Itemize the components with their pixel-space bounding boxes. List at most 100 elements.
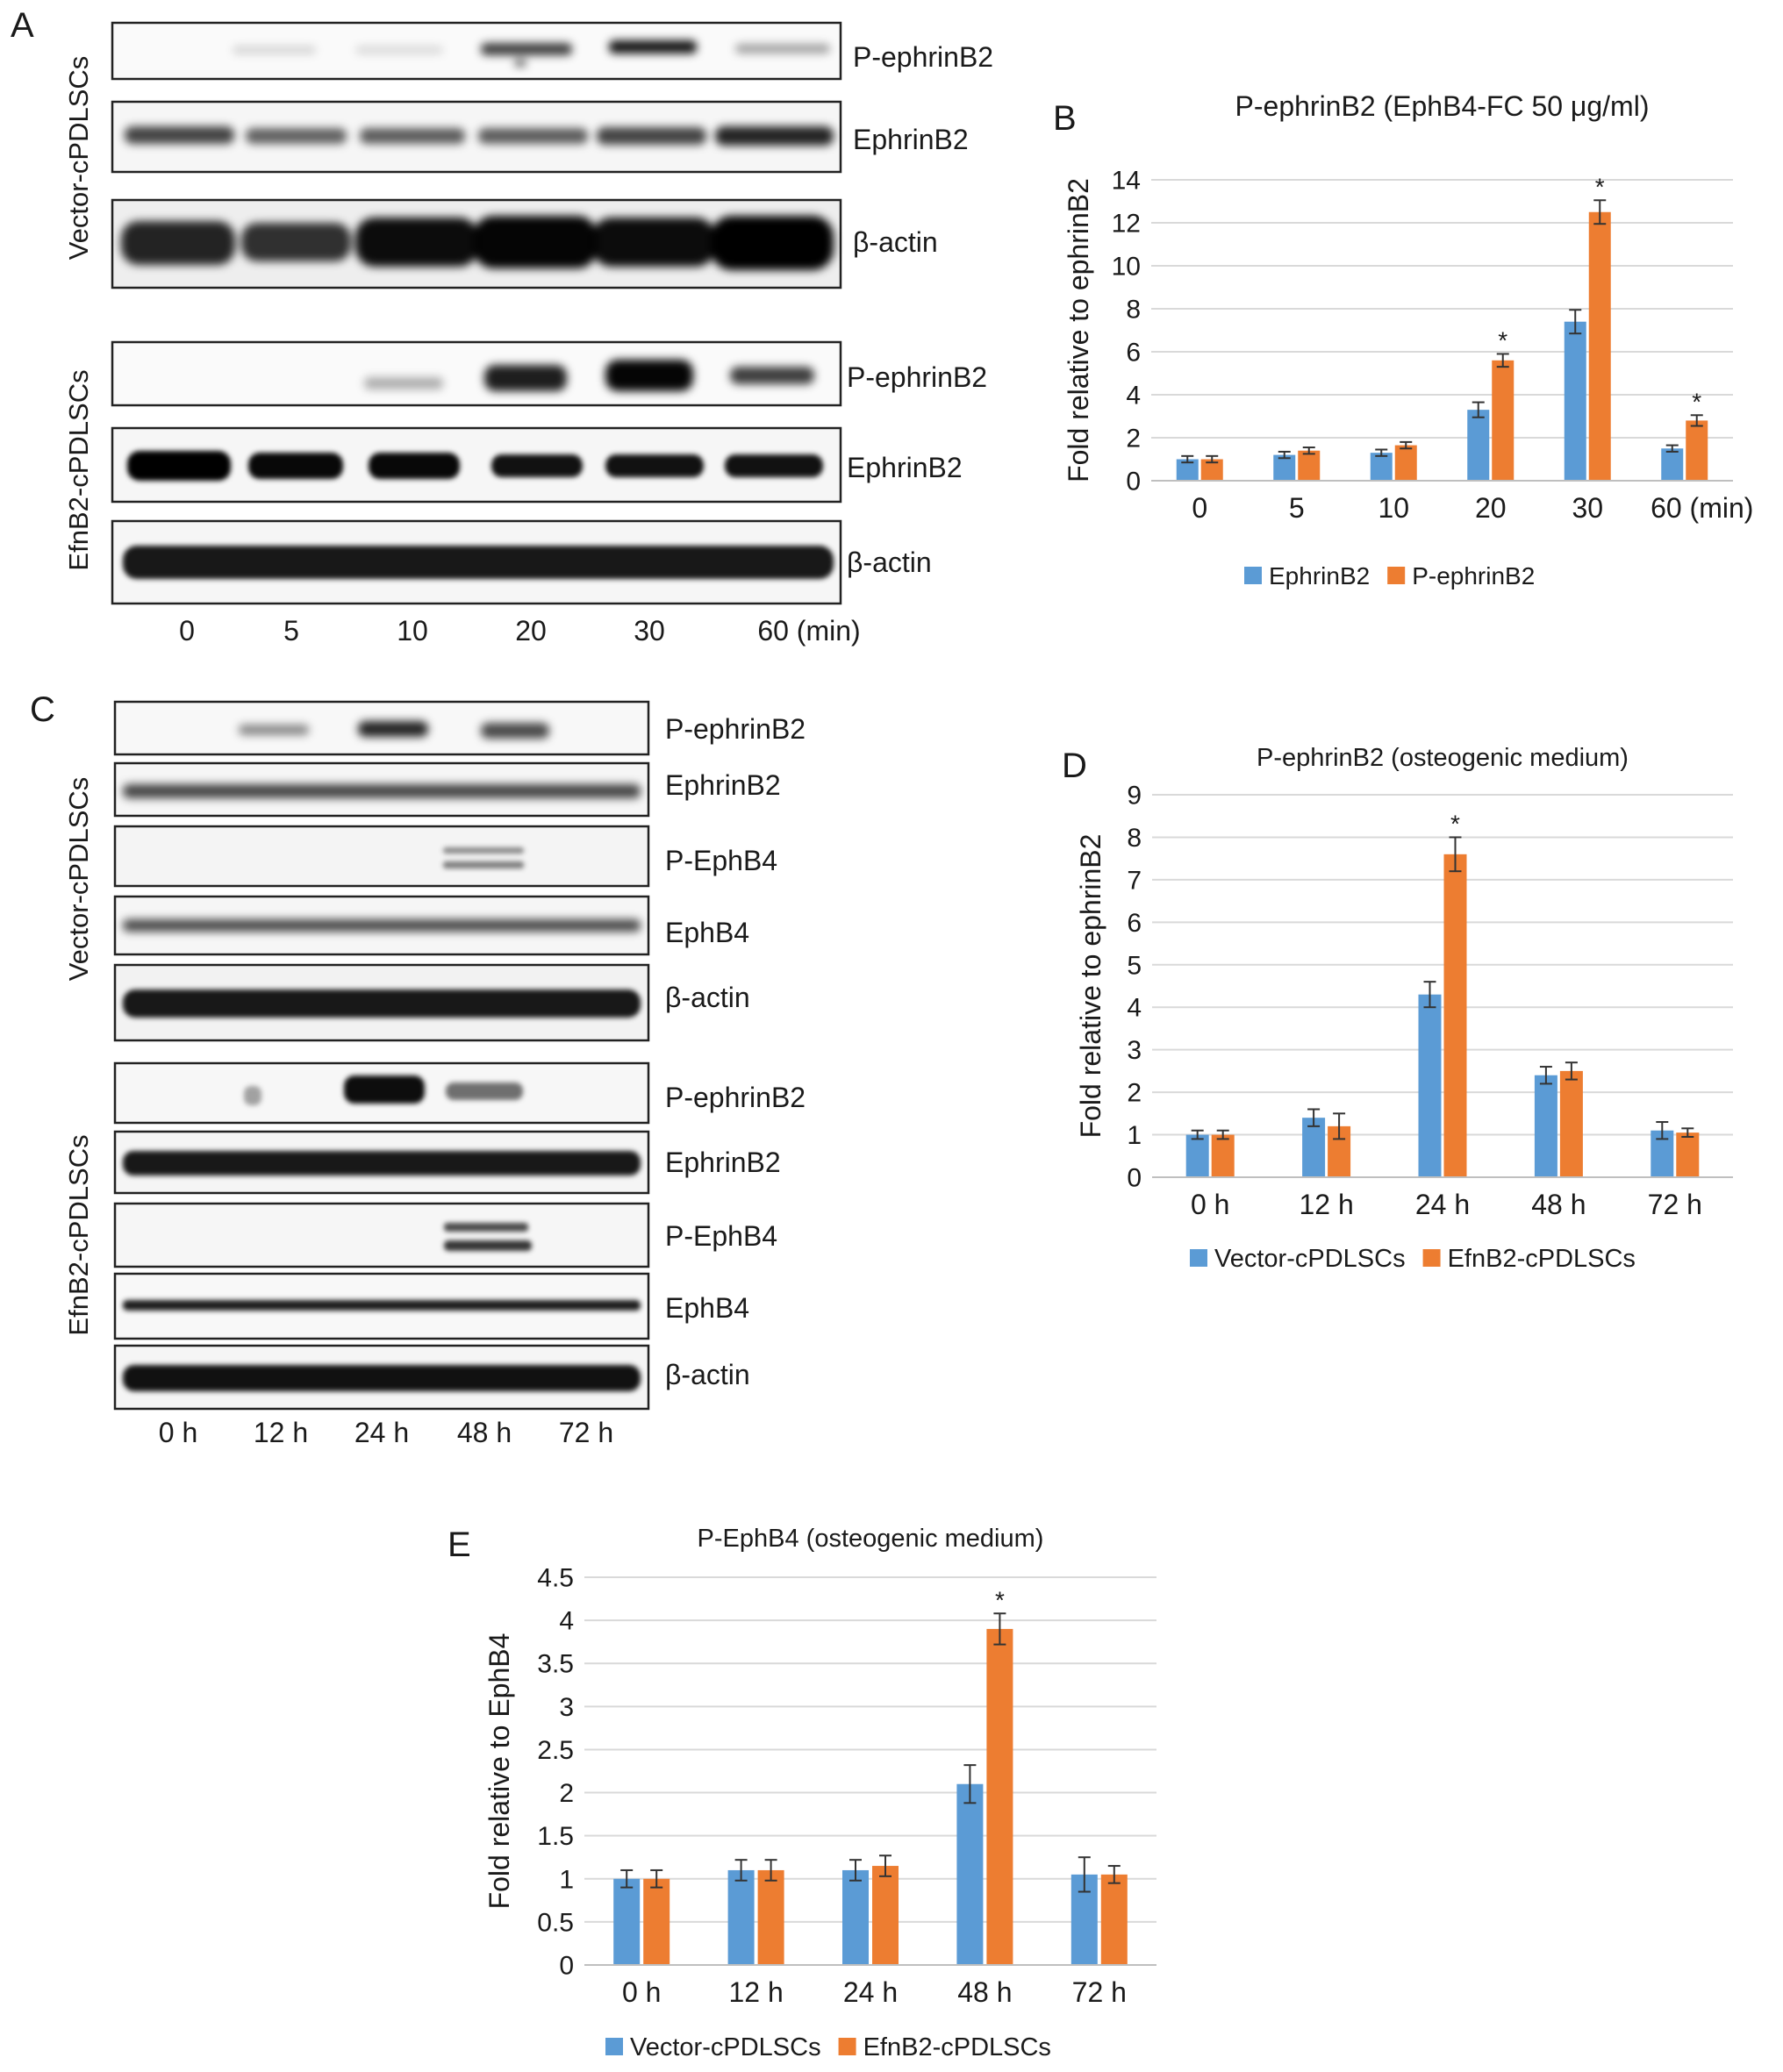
y-tick-label: 4	[1126, 382, 1141, 411]
lane-label: 24 h	[354, 1417, 409, 1448]
lane-label: 20	[515, 615, 547, 647]
y-tick-label: 6	[1127, 909, 1142, 938]
blot-bands	[123, 1365, 641, 1391]
bar	[1418, 994, 1442, 1177]
bar	[1100, 1874, 1128, 1965]
blot-c-row-beta-actin: β-actin	[113, 1344, 750, 1411]
bar	[1559, 1070, 1583, 1177]
bar	[1564, 321, 1586, 481]
bar	[613, 1878, 641, 1965]
significance-star: *	[1450, 810, 1460, 837]
blot-panel-c: Vector-cPDLSCs P-ephrinB2 EphrinB2	[63, 700, 806, 1448]
category-label: 0 h	[622, 1976, 661, 2008]
bar	[1467, 410, 1490, 481]
y-tick-label: 1	[1127, 1121, 1142, 1150]
chart-d: 0 1 2 3 4 5 6 7 8 9 P-ephrinB2 (osteogenic medium)…	[1075, 744, 1733, 1273]
y-tick-label: 3.5	[537, 1650, 574, 1679]
bar	[1661, 448, 1684, 481]
chart-title: P-ephrinB2 (osteogenic medium)	[1257, 744, 1629, 772]
y-tick-label: 14	[1112, 167, 1141, 196]
blot-bands	[233, 40, 830, 67]
blot-bands	[364, 360, 814, 391]
y-tick-label: 8	[1126, 296, 1141, 325]
blot-a-row-p-ephrinb2: P-ephrinB2	[111, 21, 993, 81]
bar	[872, 1866, 899, 1965]
y-tick-label: 8	[1127, 824, 1142, 853]
category-label: 24 h	[1415, 1189, 1470, 1220]
category-label: 48 h	[957, 1976, 1012, 2008]
blot-bands	[444, 1223, 532, 1251]
blot-a-group-label: Vector-cPDLSCs	[63, 56, 94, 261]
category-label: 5	[1289, 492, 1305, 524]
lane-label: 0	[179, 615, 195, 647]
blot-c-row-p-ephrinb2: P-ephrinB2	[113, 1061, 806, 1125]
blot-bands	[125, 126, 834, 146]
blot-bands	[123, 546, 834, 579]
blot-row-frame	[111, 426, 842, 504]
category-label: 20	[1475, 492, 1507, 524]
y-tick-label: 4.5	[537, 1564, 574, 1593]
legend-label: Vector-cPDLSCs	[630, 2033, 821, 2061]
y-tick-label: 2	[1127, 1079, 1142, 1108]
category-label: 0 h	[1191, 1189, 1229, 1220]
blot-row-label: EphrinB2	[853, 124, 969, 155]
blot-bands	[244, 1075, 523, 1105]
category-label: 48 h	[1531, 1189, 1586, 1220]
blot-row-label: β-actin	[847, 547, 932, 578]
y-tick-label: 3	[559, 1693, 574, 1722]
y-axis-label: Fold relative to EphB4	[483, 1633, 515, 1910]
blot-c-group-efnb2: EfnB2-cPDLSCs P-ephrinB2 EphrinB2	[63, 1061, 806, 1411]
y-tick-label: 4	[1127, 994, 1142, 1023]
bar	[1185, 1134, 1209, 1177]
y-tick-label: 9	[1127, 782, 1142, 811]
blot-row-label: EphrinB2	[847, 452, 963, 483]
bar	[1273, 454, 1296, 481]
bar	[1302, 1118, 1326, 1177]
chart-b: 0 2 4 6 8 10 12 14 P-ephrinB2 (EphB4-FC 50 μg/ml…	[1063, 90, 1753, 589]
y-tick-label: 2	[559, 1779, 574, 1808]
lane-label: 0 h	[159, 1417, 197, 1448]
blot-bands	[123, 919, 641, 932]
bar	[1534, 1075, 1557, 1177]
panel-letter-c: C	[30, 690, 55, 729]
legend-swatch	[1190, 1249, 1207, 1267]
bar	[1370, 453, 1393, 481]
blot-c-row-p-ephrinb2: P-ephrinB2	[113, 700, 806, 756]
y-tick-label: 0	[1127, 1164, 1142, 1193]
bar	[956, 1783, 984, 1965]
legend-label: EphrinB2	[1269, 562, 1370, 589]
category-label: 12 h	[728, 1976, 783, 2008]
blot-row-label: EphrinB2	[665, 769, 781, 801]
blot-bands	[123, 784, 641, 798]
y-tick-label: 2.5	[537, 1736, 574, 1765]
legend-swatch	[1244, 567, 1262, 584]
panel-letter-b: B	[1053, 99, 1077, 138]
bar	[1676, 1132, 1700, 1177]
blot-bands	[443, 847, 524, 868]
y-tick-label: 0	[559, 1952, 574, 1981]
blot-row-frame	[111, 21, 842, 81]
blot-row-label: β-actin	[853, 226, 938, 258]
legend-swatch	[838, 2038, 856, 2055]
panel-letter-a: A	[11, 6, 34, 45]
chart-title: P-ephrinB2 (EphB4-FC 50 μg/ml)	[1235, 90, 1650, 122]
category-label: 72 h	[1072, 1976, 1127, 2008]
blot-a-row-p-ephrinb2: P-ephrinB2	[111, 340, 987, 407]
category-label: 24 h	[843, 1976, 898, 2008]
y-axis-label: Fold relative to ephrinB2	[1063, 178, 1094, 482]
blot-c-row-ephb4: EphB4	[113, 1272, 749, 1340]
lane-label: 30	[634, 615, 665, 647]
y-axis-label: Fold relative to ephrinB2	[1075, 834, 1106, 1139]
legend-swatch	[605, 2038, 623, 2055]
blot-c-group-vector: Vector-cPDLSCs P-ephrinB2 EphrinB2	[63, 700, 806, 1042]
lane-label: 72 h	[559, 1417, 613, 1448]
category-label: 72 h	[1648, 1189, 1702, 1220]
blot-panel-a: Vector-cPDLSCs P-ephrinB2	[63, 21, 993, 647]
blot-a-group-efnb2: EfnB2-cPDLSCs P-ephrinB2	[63, 340, 987, 605]
blot-a-row-beta-actin: β-actin	[111, 198, 938, 289]
blot-row-frame	[111, 340, 842, 407]
blot-c-group-label: Vector-cPDLSCs	[63, 777, 94, 982]
category-label: 0	[1192, 492, 1207, 524]
bar	[986, 1628, 1013, 1965]
panel-letter-d: D	[1062, 747, 1087, 785]
